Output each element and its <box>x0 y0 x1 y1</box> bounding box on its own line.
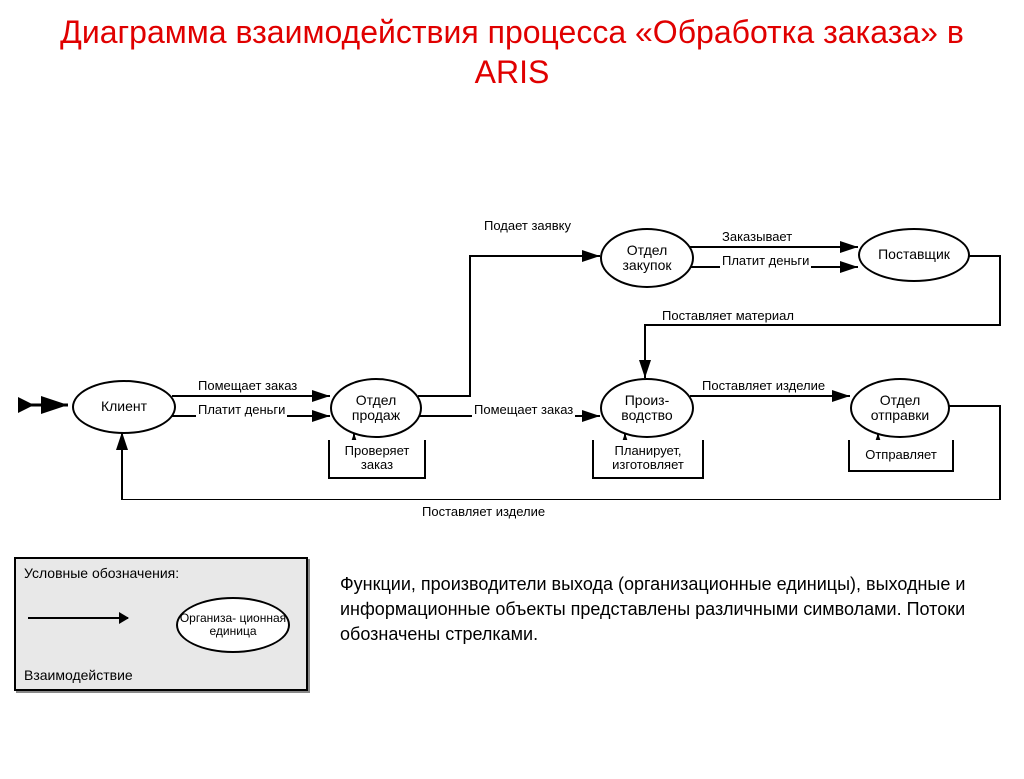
edge-label: Поставляет изделие <box>700 378 827 393</box>
legend: Условные обозначения: Организа- ционная … <box>14 557 308 691</box>
legend-interaction-label: Взаимодействие <box>24 667 133 683</box>
edge-label: Подает заявку <box>482 218 573 233</box>
aris-diagram: Клиент Отдел продаж Произ- водство Отдел… <box>0 100 1024 500</box>
edge-label: Поставляет изделие <box>420 504 547 519</box>
edge-label: Поставляет материал <box>660 308 796 323</box>
node-otdel-otpravki: Отдел отправки <box>850 378 950 438</box>
edge-label: Платит деньги <box>720 253 811 268</box>
page-title: Диаграмма взаимодействия процесса «Обраб… <box>40 12 984 92</box>
edge-label: Платит деньги <box>196 402 287 417</box>
legend-node-sample: Организа- ционная единица <box>176 597 290 653</box>
description-text: Функции, производители выхода (организац… <box>340 572 980 648</box>
node-otdel-zakupok: Отдел закупок <box>600 228 694 288</box>
selfloop-otdel-prodazh: Проверяет заказ <box>328 440 426 479</box>
selfloop-proizvodstvo: Планирует, изготовляет <box>592 440 704 479</box>
node-otdel-prodazh: Отдел продаж <box>330 378 422 438</box>
legend-arrow-icon <box>28 617 128 619</box>
selfloop-otdel-otpravki: Отправляет <box>848 440 954 472</box>
legend-title: Условные обозначения: <box>24 565 179 581</box>
node-klient: Клиент <box>72 380 176 434</box>
node-postavshchik: Поставщик <box>858 228 970 282</box>
edge-label: Помещает заказ <box>196 378 299 393</box>
node-proizvodstvo: Произ- водство <box>600 378 694 438</box>
edge-label: Помещает заказ <box>472 402 575 417</box>
edge-label: Заказывает <box>720 229 794 244</box>
